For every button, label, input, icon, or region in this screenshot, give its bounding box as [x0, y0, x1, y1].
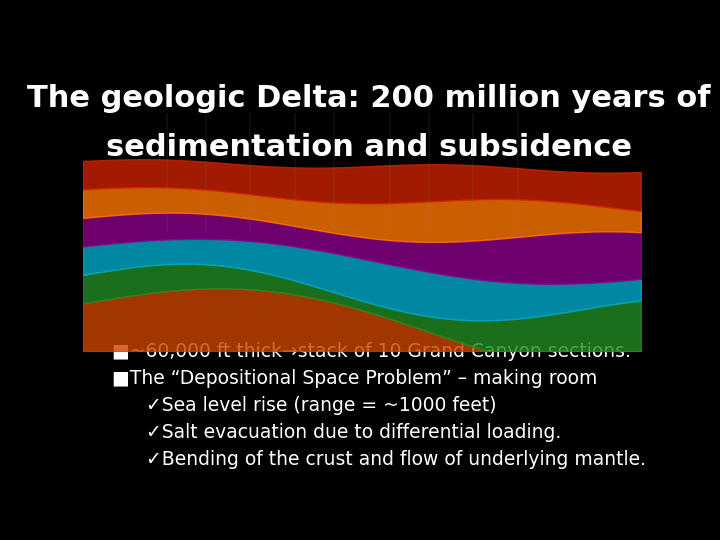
- Text: NORTH: NORTH: [94, 123, 122, 129]
- Text: ✓Salt evacuation due to differential loading.: ✓Salt evacuation due to differential loa…: [145, 423, 561, 442]
- Text: ■~60,000 ft thick→stack of 10 Grand Canyon sections.: ■~60,000 ft thick→stack of 10 Grand Cany…: [112, 342, 631, 361]
- Text: The geologic Delta: 200 million years of: The geologic Delta: 200 million years of: [27, 84, 711, 112]
- Text: ✓Bending of the crust and flow of underlying mantle.: ✓Bending of the crust and flow of underl…: [145, 450, 646, 469]
- Text: ■The “Depositional Space Problem” – making room: ■The “Depositional Space Problem” – maki…: [112, 369, 598, 388]
- Text: ✓Sea level rise (range = ~1000 feet): ✓Sea level rise (range = ~1000 feet): [145, 396, 496, 415]
- Text: sedimentation and subsidence: sedimentation and subsidence: [106, 133, 632, 163]
